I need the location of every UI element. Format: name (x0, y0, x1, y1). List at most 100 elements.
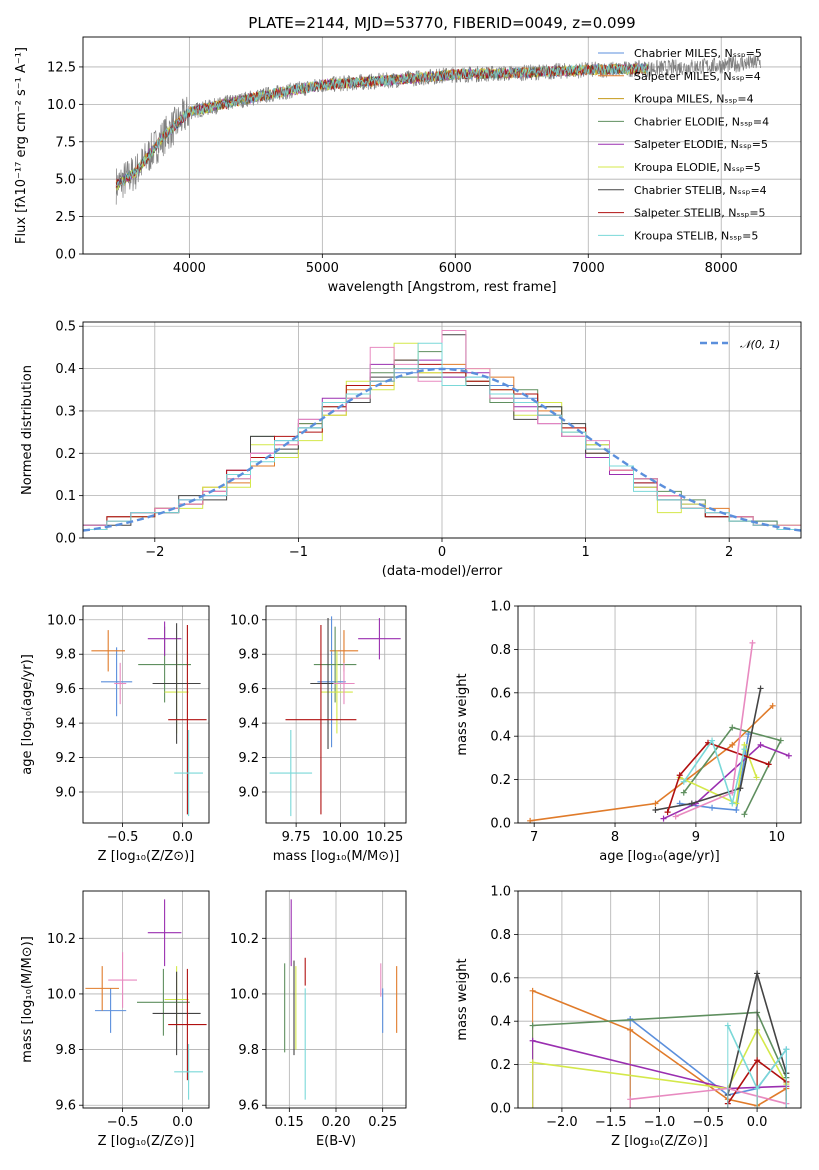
y-tick-label: 0.4 (490, 1015, 511, 1030)
y-tick-label: 0.6 (490, 686, 511, 701)
weight-line (679, 744, 758, 805)
legend-label: Salpeter ELODIE, Nₛₛₚ=5 (634, 138, 768, 151)
plot-spectrum (115, 55, 762, 205)
y-tick-label: 0.1 (55, 489, 76, 504)
x-axis-label: age [log₁₀(age/yr)] (599, 849, 720, 864)
y-tick-label: 9.8 (55, 1043, 76, 1058)
axes-frame-spectrum (82, 36, 802, 255)
weight-marker (765, 761, 772, 768)
plot-weight_vs_Z (529, 970, 790, 1108)
y-tick-label: 0.2 (55, 447, 76, 462)
weight-marker (680, 778, 687, 785)
weight-marker (680, 789, 687, 796)
x-tick-label: −1 (289, 545, 308, 560)
weight-line (683, 738, 746, 807)
legend-label: Kroupa STELIB, Nₛₛₚ=5 (634, 229, 758, 242)
grid-age_vs_Z (83, 606, 209, 823)
y-tick-label: 9.2 (55, 751, 76, 766)
x-axis-label: Z [log₁₀(Z/Z⊙)] (98, 1134, 195, 1149)
x-tick-label: 0.0 (172, 1115, 193, 1130)
weight-marker (652, 800, 659, 807)
weight-marker (688, 800, 695, 807)
y-tick-label: 0.0 (55, 248, 76, 263)
axes-frame-mass_vs_Z (82, 890, 210, 1109)
model-spectrum-line (115, 63, 648, 189)
y-tick-label: 10.0 (47, 987, 76, 1002)
y-tick-label: 10.0 (230, 987, 259, 1002)
axes-frame-weight_vs_Z (517, 890, 802, 1109)
y-tick-label: 9.8 (238, 648, 259, 663)
y-tick-label: 9.2 (238, 751, 259, 766)
y-tick-label: 12.5 (47, 60, 76, 75)
y-axis-label: age [log₁₀(age/yr)] (20, 654, 35, 775)
axes-frame-residuals (82, 321, 802, 539)
x-tick-label: 0.25 (368, 1115, 397, 1130)
weight-marker (729, 741, 736, 748)
weight-marker (741, 746, 748, 753)
x-tick-label: 0.0 (747, 1115, 768, 1130)
y-tick-label: 9.0 (55, 786, 76, 801)
x-tick-label: 5000 (306, 261, 339, 276)
legend-label: Salpeter MILES, Nₛₛₚ=4 (634, 70, 761, 83)
plot-mass_vs_Z (85, 899, 207, 1100)
axes-frame-mass_vs_EBV (265, 890, 407, 1109)
y-tick-label: 5.0 (55, 173, 76, 188)
y-axis-label: Flux [fλ10⁻¹⁷ erg cm⁻² s⁻¹ A⁻¹] (14, 47, 29, 244)
x-tick-label: −2 (145, 545, 164, 560)
x-axis-label: Z [log₁₀(Z/Z⊙)] (98, 849, 195, 864)
x-axis-label: mass [log₁₀(M/M⊙)] (273, 849, 400, 864)
y-axis-label: mass weight (455, 673, 470, 755)
chart-title: PLATE=2144, MJD=53770, FIBERID=0049, z=0… (248, 14, 635, 32)
y-tick-label: 0.4 (55, 362, 76, 377)
weight-marker (749, 639, 756, 646)
x-axis-label: Z [log₁₀(Z/Z⊙)] (611, 1134, 708, 1149)
x-tick-label: −1.5 (595, 1115, 627, 1130)
x-tick-label: 7 (530, 830, 538, 845)
weight-marker (741, 811, 748, 818)
weight-marker (660, 815, 667, 822)
x-tick-label: 9.75 (282, 830, 311, 845)
y-tick-label: 10.2 (230, 932, 259, 947)
legend-label: Kroupa ELODIE, Nₛₛₚ=5 (634, 161, 761, 174)
weight-marker (785, 752, 792, 759)
weight-marker (737, 785, 744, 792)
y-tick-label: 0.2 (490, 773, 511, 788)
weight-marker (672, 813, 679, 820)
y-tick-label: 10.0 (47, 613, 76, 628)
x-axis-label: wavelength [Angstrom, rest frame] (328, 280, 557, 295)
x-tick-label: 10.00 (322, 830, 359, 845)
y-tick-label: 1.0 (490, 600, 511, 615)
grid-age_vs_mass (266, 606, 406, 823)
plot-weight_vs_age (527, 639, 792, 823)
x-axis-label: (data-model)/error (382, 564, 503, 579)
model-spectrum-line (115, 62, 648, 188)
y-tick-label: 9.6 (238, 1099, 259, 1114)
x-tick-label: 4000 (173, 261, 206, 276)
legend-label: 𝒩(0, 1) (740, 338, 780, 351)
gaussian-curve (83, 367, 801, 532)
x-axis-label: E(B-V) (316, 1134, 356, 1149)
weight-marker (777, 737, 784, 744)
grid-weight_vs_age (518, 605, 801, 824)
y-tick-label: 9.4 (238, 717, 259, 732)
y-tick-label: 0.0 (490, 1102, 511, 1117)
weight-line (675, 642, 754, 818)
legend-label: Chabrier STELIB, Nₛₛₚ=4 (634, 184, 767, 197)
y-tick-label: 2.5 (55, 210, 76, 225)
legend-label: Salpeter STELIB, Nₛₛₚ=5 (634, 207, 766, 220)
grid-mass_vs_EBV (266, 891, 406, 1108)
x-tick-label: 0.15 (275, 1115, 304, 1130)
y-tick-label: 0.6 (490, 971, 511, 986)
weight-marker (652, 806, 659, 813)
x-tick-label: 8 (611, 830, 619, 845)
x-tick-label: 7000 (572, 261, 605, 276)
x-tick-label: 9 (692, 830, 700, 845)
weight-marker (757, 685, 764, 692)
x-tick-label: 0 (438, 545, 446, 560)
x-tick-label: 8000 (705, 261, 738, 276)
weight-marker (769, 702, 776, 709)
x-tick-label: −0.5 (107, 830, 139, 845)
plot-mass_vs_EBV (284, 899, 398, 1100)
y-tick-label: 9.0 (238, 786, 259, 801)
